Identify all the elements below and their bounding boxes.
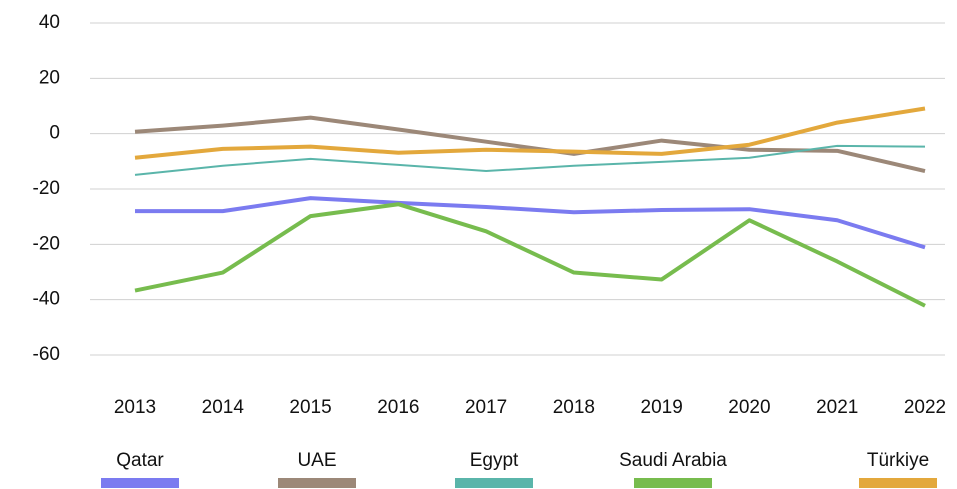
x-tick-label: 2016: [377, 397, 419, 418]
line-series: [134, 202, 926, 308]
y-tick-label: 0: [49, 123, 60, 144]
line-series: [135, 196, 926, 250]
y-tick-label: -60: [33, 344, 60, 365]
x-tick-label: 2020: [728, 397, 770, 418]
legend-swatch: [455, 478, 533, 488]
line-series: [134, 115, 926, 173]
x-tick-label: 2019: [641, 397, 683, 418]
x-tick-label: 2021: [816, 397, 858, 418]
x-tick-label: 2013: [114, 397, 156, 418]
line-series: [134, 106, 926, 160]
legend-label: Türkiye: [867, 450, 929, 471]
legend-swatch: [859, 478, 937, 488]
x-tick-label: 2014: [202, 397, 245, 418]
y-tick-label: 40: [39, 12, 60, 33]
y-tick-label: -20: [33, 233, 60, 254]
legend-label: Qatar: [116, 450, 164, 471]
x-tick-label: 2022: [904, 397, 946, 418]
legend-swatch: [634, 478, 712, 488]
x-tick-label: 2017: [465, 397, 507, 418]
legend-label: Saudi Arabia: [619, 450, 727, 471]
x-tick-label: 2018: [553, 397, 595, 418]
y-tick-label: -40: [33, 289, 60, 310]
legend-label: Egypt: [470, 450, 519, 471]
legend-swatch: [101, 478, 179, 488]
legend-label: UAE: [297, 450, 336, 471]
y-tick-label: -20: [33, 178, 60, 199]
x-tick-label: 2015: [289, 397, 331, 418]
legend-swatch: [278, 478, 356, 488]
y-tick-label: 20: [39, 67, 60, 88]
line-series: [134, 144, 926, 176]
